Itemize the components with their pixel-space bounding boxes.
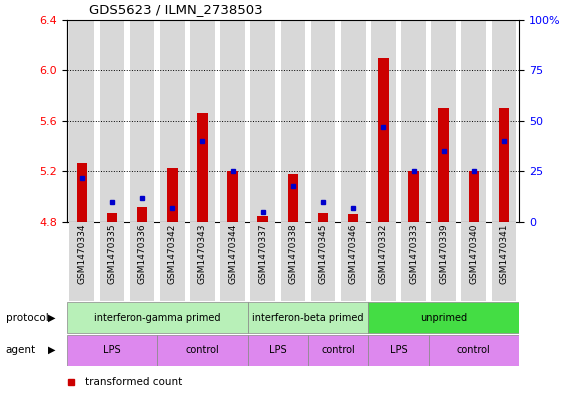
Bar [311,20,335,222]
Bar [77,163,87,222]
Text: LPS: LPS [103,345,121,355]
Bar [432,20,456,222]
Bar [492,222,516,301]
Text: GSM1470343: GSM1470343 [198,224,207,284]
Text: LPS: LPS [390,345,407,355]
Bar [167,168,177,222]
Bar [281,20,305,222]
Bar [341,20,365,222]
Text: GSM1470332: GSM1470332 [379,224,388,284]
Bar [492,20,516,222]
Text: GSM1470340: GSM1470340 [469,224,478,284]
Bar [371,222,396,301]
Bar [251,222,275,301]
Bar [67,335,157,365]
Text: GSM1470336: GSM1470336 [137,224,147,284]
Bar [311,222,335,301]
Bar [130,20,154,222]
Bar [227,171,238,222]
Text: GSM1470334: GSM1470334 [77,224,86,284]
Bar [67,303,248,333]
Text: LPS: LPS [269,345,287,355]
Bar [401,222,426,301]
Text: GSM1470339: GSM1470339 [439,224,448,284]
Bar [438,108,449,222]
Text: GSM1470335: GSM1470335 [107,224,117,284]
Bar [258,216,268,222]
Bar [220,222,245,301]
Bar [371,20,396,222]
Text: transformed count: transformed count [85,377,182,387]
Bar [248,303,368,333]
Text: control: control [457,345,491,355]
Bar [499,108,509,222]
Bar [408,171,419,222]
Text: interferon-beta primed: interferon-beta primed [252,313,364,323]
Text: unprimed: unprimed [420,313,467,323]
Bar [137,207,147,222]
Text: GSM1470338: GSM1470338 [288,224,298,284]
Text: GSM1470341: GSM1470341 [499,224,509,284]
Bar [157,335,248,365]
Bar [462,20,486,222]
Bar [429,335,519,365]
Bar [248,335,308,365]
Bar [190,20,215,222]
Bar [318,213,328,222]
Text: GSM1470333: GSM1470333 [409,224,418,284]
Text: control: control [186,345,219,355]
Text: agent: agent [6,345,36,355]
Bar [288,174,298,222]
Bar [70,222,94,301]
Text: interferon-gamma primed: interferon-gamma primed [94,313,220,323]
Bar [251,20,275,222]
Bar [401,20,426,222]
Text: GSM1470346: GSM1470346 [349,224,358,284]
Bar [160,20,184,222]
Bar [341,222,365,301]
Bar [70,20,94,222]
Bar [197,113,208,222]
Bar [432,222,456,301]
Text: control: control [321,345,355,355]
Bar [462,222,486,301]
Bar [308,335,368,365]
Bar [130,222,154,301]
Bar [368,335,429,365]
Bar [100,20,124,222]
Bar [107,213,117,222]
Bar [348,215,358,222]
Text: GSM1470337: GSM1470337 [258,224,267,284]
Text: GSM1470342: GSM1470342 [168,224,177,284]
Text: GDS5623 / ILMN_2738503: GDS5623 / ILMN_2738503 [89,3,263,16]
Bar [281,222,305,301]
Bar [469,171,479,222]
Bar [220,20,245,222]
Text: ▶: ▶ [48,345,55,355]
Bar [100,222,124,301]
Text: GSM1470345: GSM1470345 [318,224,328,284]
Bar [368,303,519,333]
Text: ▶: ▶ [48,313,55,323]
Bar [160,222,184,301]
Text: GSM1470344: GSM1470344 [228,224,237,284]
Bar [378,58,389,222]
Bar [190,222,215,301]
Text: protocol: protocol [6,313,49,323]
